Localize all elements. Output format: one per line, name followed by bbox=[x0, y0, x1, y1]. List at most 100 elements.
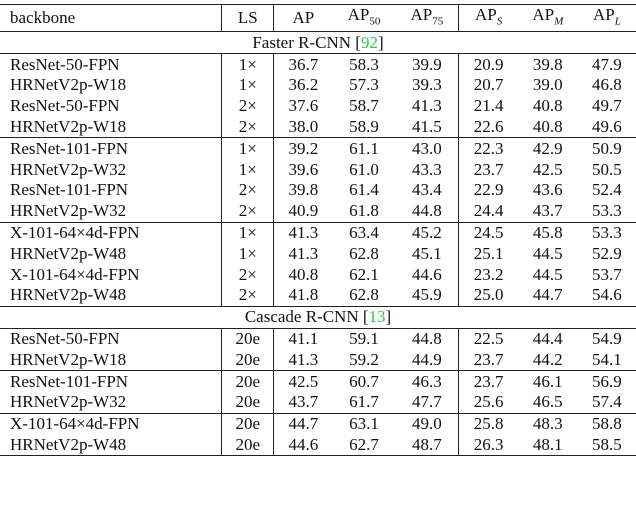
value-cell: 43.7 bbox=[532, 201, 563, 221]
value-cell: 44.5 bbox=[532, 243, 563, 263]
header-sub: M bbox=[554, 15, 564, 28]
header-row: backbone LS AP AP50 AP75 APS APM APL bbox=[0, 3, 636, 32]
data-row: HRNetV2p-W32 2× 40.9 61.8 44.8 24.4 43.7 53.3 bbox=[0, 200, 636, 223]
value-cell: 54.9 bbox=[577, 327, 636, 350]
header-cell: backbone bbox=[0, 3, 223, 32]
ls-cell: 20e bbox=[221, 327, 275, 350]
value-cell: 56.9 bbox=[577, 370, 636, 392]
header-sub: 75 bbox=[432, 15, 444, 28]
data-row: HRNetV2p-W48 1× 41.3 62.8 45.1 25.1 44.5 52.9 bbox=[0, 243, 636, 265]
header-text: AP bbox=[292, 8, 315, 28]
value-cell: 58.7 bbox=[349, 96, 379, 116]
value-cell: 43.7 bbox=[288, 392, 319, 412]
value-cell: 26.3 bbox=[458, 434, 518, 457]
value-cell: 37.6 bbox=[288, 96, 319, 116]
value-cell: 53.3 bbox=[577, 221, 636, 244]
value-cell: 53.3 bbox=[592, 201, 622, 221]
value-cell: 52.4 bbox=[592, 180, 622, 200]
backbone-cell: HRNetV2p-W18 bbox=[0, 74, 223, 96]
citation: 13 bbox=[368, 307, 386, 327]
value-cell: 43.6 bbox=[532, 180, 563, 200]
value-cell: 23.2 bbox=[473, 264, 504, 284]
backbone-cell: HRNetV2p-W48 bbox=[0, 284, 223, 307]
data-row: ResNet-50-FPN 2× 37.6 58.7 41.3 21.4 40.8 49.7 bbox=[0, 95, 636, 117]
value-cell: 23.7 bbox=[473, 159, 504, 179]
value-cell: 44.6 bbox=[273, 434, 333, 457]
results-table: backbone LS AP AP50 AP75 APS APM APL Faster R-CN… bbox=[0, 3, 636, 457]
value-cell: 43.0 bbox=[395, 137, 460, 160]
value-cell: 62.8 bbox=[349, 243, 379, 263]
data-row: X-101-64×4d-FPN 1× 41.3 63.4 45.2 24.5 45.8 53.… bbox=[0, 221, 636, 244]
value-cell: 44.5 bbox=[532, 264, 563, 284]
value-cell: 45.2 bbox=[395, 221, 460, 244]
section-title-cell: Faster R-CNN [92] bbox=[0, 31, 636, 54]
value-cell: 46.1 bbox=[517, 370, 578, 392]
value-cell: 38.0 bbox=[288, 116, 319, 136]
value-cell: 57.3 bbox=[349, 75, 379, 95]
backbone-cell: HRNetV2p-W18 bbox=[0, 349, 223, 371]
backbone-cell: ResNet-50-FPN bbox=[0, 327, 223, 350]
value-cell: 47.7 bbox=[395, 391, 460, 414]
value-cell: 39.2 bbox=[273, 137, 333, 160]
value-cell: 45.9 bbox=[395, 284, 460, 307]
header-sub: L bbox=[614, 15, 621, 28]
value-cell: 25.8 bbox=[458, 412, 518, 435]
value-cell: 58.5 bbox=[577, 434, 636, 457]
value-cell: 41.8 bbox=[288, 285, 319, 305]
section-row: Faster R-CNN [92] bbox=[0, 31, 636, 54]
data-row: HRNetV2p-W18 1× 36.2 57.3 39.3 20.7 39.0 46.8 bbox=[0, 74, 636, 96]
value-cell: 57.4 bbox=[592, 392, 622, 412]
value-cell: 48.1 bbox=[517, 434, 578, 457]
value-cell: 61.7 bbox=[349, 392, 379, 412]
data-row: ResNet-50-FPN 20e 41.1 59.1 44.8 22.5 44.4 54.9 bbox=[0, 327, 636, 350]
data-row: HRNetV2p-W18 20e 41.3 59.2 44.9 23.7 44.2 54.1 bbox=[0, 349, 636, 371]
value-cell: 49.7 bbox=[592, 96, 622, 116]
value-cell: 44.8 bbox=[395, 327, 460, 350]
value-cell: 40.8 bbox=[532, 96, 563, 116]
citation: 92 bbox=[360, 32, 378, 52]
backbone-cell: ResNet-50-FPN bbox=[0, 53, 223, 75]
value-cell: 41.3 bbox=[395, 95, 460, 117]
value-cell: 22.9 bbox=[473, 180, 504, 200]
backbone-cell: ResNet-101-FPN bbox=[0, 370, 223, 392]
data-row: HRNetV2p-W18 2× 38.0 58.9 41.5 22.6 40.8 49.6 bbox=[0, 116, 636, 138]
value-cell: 50.5 bbox=[592, 159, 622, 179]
value-cell: 41.3 bbox=[288, 243, 319, 263]
value-cell: 41.3 bbox=[273, 221, 333, 244]
ls-cell: 2× bbox=[221, 200, 275, 223]
data-row: ResNet-101-FPN 20e 42.5 60.7 46.3 23.7 46.1 56.… bbox=[0, 370, 636, 392]
value-cell: 44.6 bbox=[395, 264, 460, 285]
backbone-cell: HRNetV2p-W32 bbox=[0, 391, 223, 414]
value-cell: 44.7 bbox=[532, 285, 563, 305]
ls-cell: 1× bbox=[221, 159, 275, 180]
data-row: HRNetV2p-W48 20e 44.6 62.7 48.7 26.3 48.1 58.5 bbox=[0, 434, 636, 457]
ls-cell: 2× bbox=[221, 179, 275, 201]
header-text: AP bbox=[347, 5, 370, 24]
value-cell: 36.7 bbox=[273, 53, 333, 75]
value-cell: 40.9 bbox=[288, 201, 319, 221]
backbone-cell: X-101-64×4d-FPN bbox=[0, 221, 223, 244]
value-cell: 42.9 bbox=[517, 137, 578, 160]
value-cell: 41.3 bbox=[288, 349, 319, 369]
value-cell: 39.0 bbox=[532, 75, 563, 95]
value-cell: 63.1 bbox=[332, 412, 396, 435]
ls-cell: 2× bbox=[221, 284, 275, 307]
data-row: X-101-64×4d-FPN 2× 40.8 62.1 44.6 23.2 44.5 53.… bbox=[0, 264, 636, 285]
value-cell: 43.3 bbox=[395, 159, 460, 180]
value-cell: 25.1 bbox=[473, 243, 504, 263]
ls-cell: 20e bbox=[221, 349, 275, 371]
header-cell: APL bbox=[577, 3, 636, 32]
value-cell: 46.5 bbox=[532, 392, 563, 412]
backbone-cell: ResNet-50-FPN bbox=[0, 95, 223, 117]
value-cell: 44.2 bbox=[532, 349, 563, 369]
value-cell: 42.5 bbox=[273, 370, 333, 392]
header-text: AP bbox=[592, 5, 615, 24]
data-row: ResNet-101-FPN 2× 39.8 61.4 43.4 22.9 43.6 52.4 bbox=[0, 179, 636, 201]
value-cell: 60.7 bbox=[332, 370, 396, 392]
ls-cell: 2× bbox=[221, 264, 275, 285]
value-cell: 41.1 bbox=[273, 327, 333, 350]
value-cell: 62.8 bbox=[349, 285, 379, 305]
value-cell: 45.8 bbox=[517, 221, 578, 244]
value-cell: 49.0 bbox=[395, 412, 460, 435]
value-cell: 25.0 bbox=[473, 285, 504, 305]
